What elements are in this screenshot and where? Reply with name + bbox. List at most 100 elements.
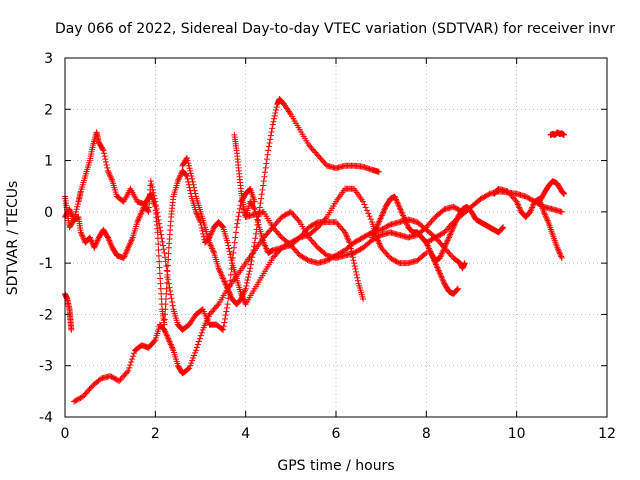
data-point	[80, 393, 87, 400]
data-point	[358, 235, 365, 242]
data-point	[218, 271, 225, 278]
data-point	[231, 239, 238, 246]
data-point	[265, 228, 272, 235]
data-point	[120, 373, 127, 380]
data-point	[254, 216, 261, 223]
data-point	[376, 240, 383, 247]
data-point	[106, 237, 113, 244]
data-point	[263, 160, 270, 167]
data-point	[167, 291, 174, 298]
data-point	[382, 249, 389, 256]
data-point	[287, 208, 294, 215]
data-point	[188, 172, 195, 179]
data-point	[325, 256, 332, 263]
data-point	[227, 291, 234, 298]
data-point	[167, 341, 174, 348]
data-point	[307, 143, 314, 150]
data-point	[138, 208, 145, 215]
data-point	[378, 212, 385, 219]
data-point	[527, 208, 534, 215]
data-point	[483, 192, 490, 199]
data-point	[169, 298, 176, 305]
data-point	[369, 233, 376, 240]
data-point	[123, 369, 130, 376]
data-point	[318, 156, 325, 163]
data-point	[155, 246, 162, 253]
data-point	[73, 397, 80, 404]
data-point	[220, 326, 227, 333]
data-point	[514, 201, 521, 208]
data-point	[125, 243, 132, 250]
data-point	[440, 246, 447, 253]
data-point	[122, 252, 129, 259]
data-point	[186, 165, 193, 172]
data-point	[349, 254, 356, 261]
data-point	[184, 157, 191, 164]
data-point	[278, 213, 285, 220]
data-point	[515, 202, 522, 209]
data-point	[183, 156, 190, 163]
data-point	[313, 219, 320, 226]
data-point	[254, 219, 261, 226]
data-point	[164, 262, 171, 269]
data-point	[528, 205, 535, 212]
data-point	[272, 252, 279, 259]
data-point	[91, 244, 98, 251]
data-point	[441, 244, 448, 251]
data-point	[117, 376, 124, 383]
data-point	[194, 211, 201, 218]
data-point	[88, 237, 95, 244]
data-point	[166, 338, 173, 345]
data-point	[163, 285, 170, 292]
data-point	[542, 213, 549, 220]
data-point	[277, 233, 284, 240]
data-point	[436, 232, 443, 239]
data-point	[189, 357, 196, 364]
data-point	[373, 225, 380, 232]
data-point	[393, 197, 400, 204]
data-point	[371, 228, 378, 235]
data-point	[159, 238, 166, 245]
data-point	[243, 282, 250, 289]
data-point	[449, 227, 456, 234]
data-point	[431, 258, 438, 265]
data-point	[193, 344, 200, 351]
data-point	[224, 285, 231, 292]
data-point	[206, 239, 213, 246]
data-point	[175, 176, 182, 183]
data-point	[379, 226, 386, 233]
data-point	[305, 142, 312, 149]
data-point	[443, 240, 450, 247]
data-point	[530, 201, 537, 208]
data-point	[400, 212, 407, 219]
data-point	[556, 249, 563, 256]
data-point	[105, 235, 112, 242]
data-point	[250, 246, 257, 253]
data-point	[513, 198, 520, 205]
data-point	[123, 247, 130, 254]
data-point	[104, 233, 111, 240]
data-point	[335, 250, 342, 257]
data-point	[134, 217, 141, 224]
data-point	[296, 252, 303, 259]
data-point	[454, 285, 461, 292]
data-point	[149, 183, 156, 190]
data-point	[522, 193, 529, 200]
data-point	[259, 186, 266, 193]
data-point	[385, 222, 392, 229]
data-point	[276, 216, 283, 223]
data-point	[92, 243, 99, 250]
data-point	[509, 194, 516, 201]
data-point	[125, 244, 132, 251]
data-point	[442, 241, 449, 248]
data-point	[265, 143, 272, 150]
data-point	[273, 228, 280, 235]
data-point	[500, 224, 507, 231]
data-point	[394, 200, 401, 207]
data-point	[353, 268, 360, 275]
data-point	[216, 268, 223, 275]
data-point	[344, 235, 351, 242]
data-point	[138, 210, 145, 217]
data-point	[225, 288, 232, 295]
data-point	[307, 235, 314, 242]
